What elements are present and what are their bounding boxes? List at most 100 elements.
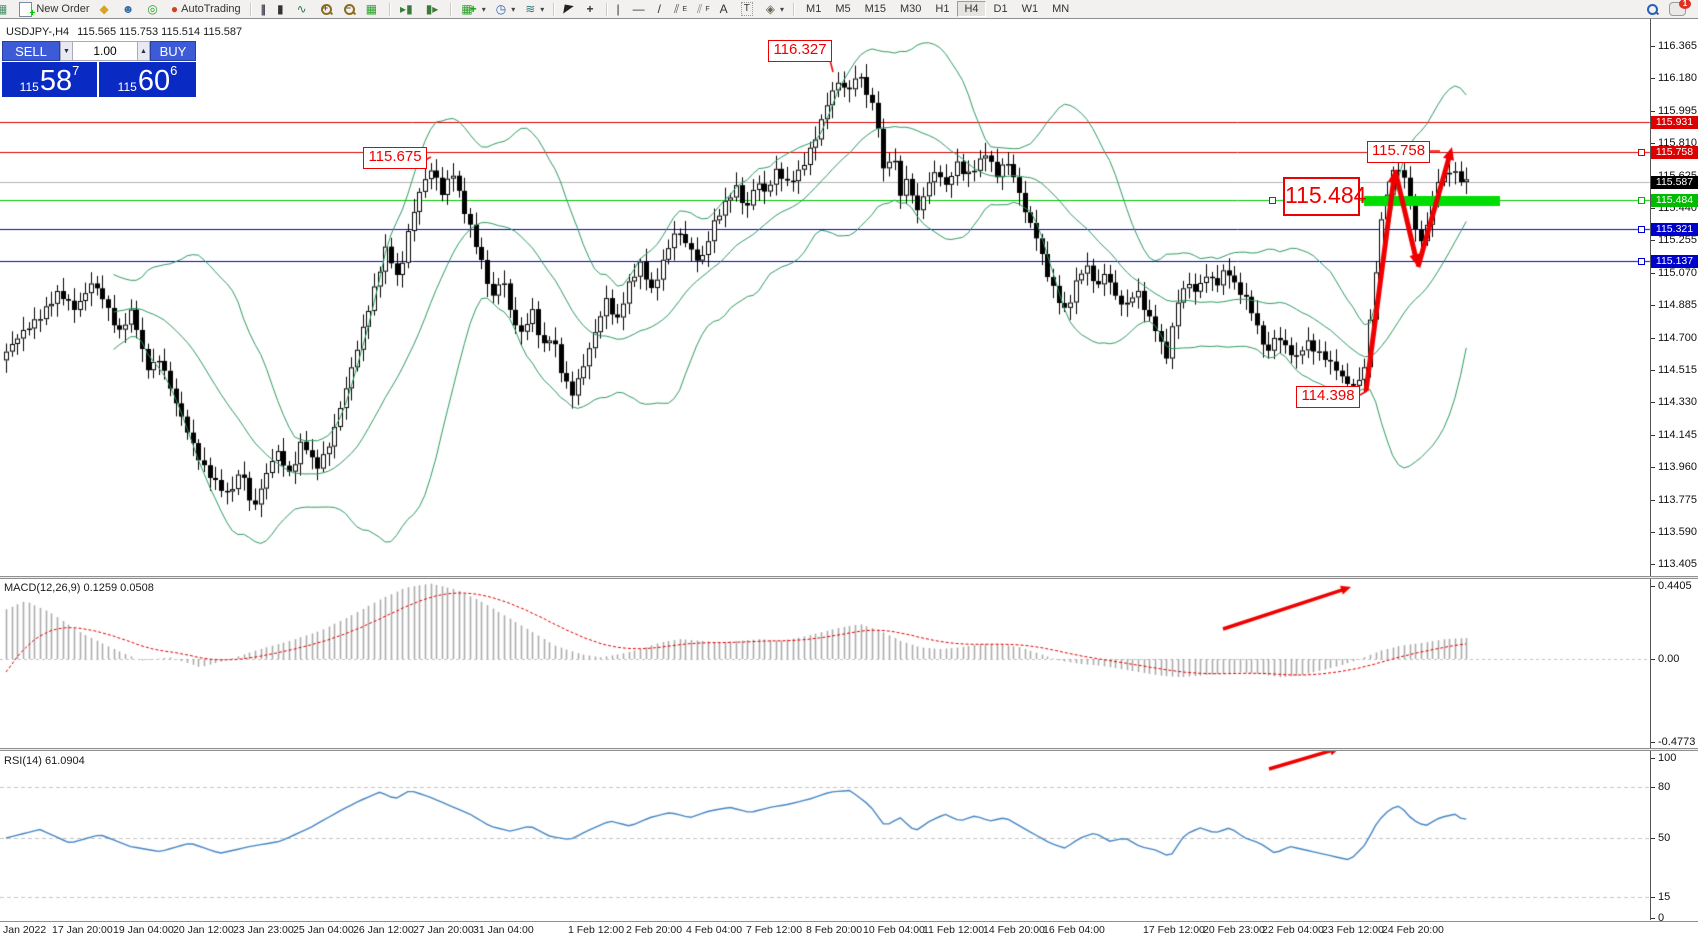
vline-tool[interactable]: |	[616, 2, 620, 16]
autotrading-icon: ●	[170, 2, 179, 16]
text-tool[interactable]: A	[719, 2, 728, 16]
tile-windows-button[interactable]: ▦	[362, 0, 384, 18]
new-chart-dropdown[interactable]: ▦ + ▾	[461, 2, 486, 16]
buy-price-big: 60	[137, 65, 171, 97]
timeframe-w1[interactable]: W1	[1021, 3, 1039, 15]
price-tag-115.758: 115.758	[1651, 145, 1698, 159]
timeframe-h1[interactable]: H1	[935, 3, 950, 15]
timeframe-d1[interactable]: D1	[993, 3, 1008, 15]
line-anchor-square[interactable]	[1638, 258, 1645, 265]
time-label: 20 Feb 23:00	[1203, 924, 1265, 936]
price-tick-115.995: 115.995	[1651, 105, 1697, 117]
chart-canvas[interactable]	[0, 18, 1698, 936]
sell-button[interactable]: SELL	[2, 41, 60, 61]
sell-price-sup: 7	[72, 63, 80, 78]
line-chart-button[interactable]: ∿	[293, 0, 314, 18]
macd-axis--0.4773: -0.4773	[1651, 736, 1695, 748]
rsi-axis-15: 15	[1651, 891, 1670, 903]
cursor-icon: ◤	[563, 1, 575, 17]
auto-scroll-icon: ▸▮	[400, 2, 413, 16]
buy-price-prefix: 115	[117, 80, 137, 94]
rsi-axis-0: 0	[1651, 912, 1664, 924]
macd-pane-splitter[interactable]	[0, 576, 1698, 579]
callout-low[interactable]: 114.398	[1296, 386, 1360, 408]
price-tick-113.405: 113.405	[1651, 558, 1697, 570]
callout-left-high[interactable]: 115.675	[363, 147, 427, 169]
timeframe-m5[interactable]: M5	[835, 3, 851, 15]
price-tick-114.700: 114.700	[1651, 332, 1697, 344]
bar-chart-button[interactable]: |||	[260, 2, 267, 16]
fibonacci-tool[interactable]: ⫽ F	[697, 2, 710, 16]
time-label: 20 Jan 12:00	[173, 924, 234, 936]
line-anchor-square[interactable]	[1269, 197, 1276, 204]
new-order-button[interactable]: + New Order	[15, 0, 93, 18]
toolbar-divider	[249, 2, 252, 16]
equidistant-channel-tool[interactable]: ⫽ E	[674, 2, 688, 16]
market-watch-button[interactable]: ◆	[99, 2, 109, 16]
toolbar-divider	[793, 2, 796, 16]
volume-increase-button[interactable]: ▲	[137, 41, 150, 61]
price-tick-114.885: 114.885	[1651, 299, 1697, 311]
line-anchor-square[interactable]	[1638, 149, 1645, 156]
volume-decrease-button[interactable]: ▼	[60, 41, 73, 61]
timeframe-mn[interactable]: MN	[1052, 3, 1070, 15]
autotrading-button[interactable]: ● AutoTrading	[167, 0, 245, 18]
chart-shift-icon: ▮▸	[425, 2, 439, 16]
time-label: 23 Jan 23:00	[233, 924, 294, 936]
volume-input[interactable]	[73, 41, 137, 61]
line-anchor-square[interactable]	[1638, 197, 1645, 204]
price-tick-113.590: 113.590	[1651, 526, 1697, 538]
time-label: 1 Feb 12:00	[568, 924, 625, 936]
time-axis: Jan 2022 17 Jan 20:00 19 Jan 04:00 20 Jan 1…	[0, 921, 1698, 937]
candlestick-chart-button[interactable]: ▮	[273, 0, 291, 18]
line-anchor-square[interactable]	[1638, 226, 1645, 233]
cursor-tool[interactable]: ◤	[560, 0, 580, 18]
sell-price-display[interactable]: 115 58 7	[2, 62, 97, 97]
time-label: 17 Feb 12:00	[1143, 924, 1205, 936]
time-label: 2 Feb 20:00	[626, 924, 683, 936]
periods-dropdown[interactable]: ◷ ▾	[495, 2, 516, 16]
chart-shift-button[interactable]: ▮▸	[422, 0, 446, 18]
buy-price-display[interactable]: 115 60 6	[99, 62, 196, 97]
new-order-label: New Order	[36, 3, 90, 15]
navigator-button[interactable]: ◎	[143, 0, 164, 18]
macd-axis-0.4405: 0.4405	[1651, 580, 1692, 592]
timeframe-m15[interactable]: M15	[864, 3, 887, 15]
tile-windows-icon: ▦	[365, 2, 378, 16]
crosshair-tool[interactable]: +	[583, 0, 601, 18]
timeframe-h4[interactable]: H4	[957, 1, 986, 17]
price-tick-113.775: 113.775	[1651, 494, 1697, 506]
timeframe-m1[interactable]: M1	[806, 3, 822, 15]
zoom-out-button[interactable]: −	[339, 0, 360, 18]
callout-high[interactable]: 116.327	[768, 40, 832, 62]
time-label: 26 Jan 12:00	[353, 924, 414, 936]
search-button[interactable]	[1642, 0, 1663, 18]
rsi-axis-80: 80	[1651, 781, 1670, 793]
candlestick-icon: ▮	[277, 2, 284, 16]
time-label: 25 Jan 04:00	[293, 924, 354, 936]
data-window-button[interactable]: ☻	[118, 0, 142, 18]
shapes-dropdown[interactable]: ◈ ▾	[765, 2, 785, 16]
zoom-in-button[interactable]: +	[316, 0, 337, 18]
time-label: 31 Jan 04:00	[473, 924, 534, 936]
price-tick-113.960: 113.960	[1651, 461, 1697, 473]
callout-support[interactable]: 115.484	[1283, 177, 1366, 216]
rsi-pane-splitter[interactable]	[0, 748, 1698, 751]
chat-button[interactable]: 1	[1665, 0, 1691, 18]
notification-badge: 1	[1679, 0, 1691, 9]
hline-tool[interactable]: —	[632, 2, 645, 16]
buy-button[interactable]: BUY	[150, 41, 196, 61]
toolbar-divider	[605, 2, 608, 16]
text-label-tool[interactable]: T	[737, 0, 760, 18]
price-tick-115.255: 115.255	[1651, 234, 1697, 246]
auto-scroll-button[interactable]: ▸▮	[396, 0, 420, 18]
time-label: 16 Feb 04:00	[1043, 924, 1105, 936]
timeframe-m30[interactable]: M30	[900, 3, 922, 15]
price-tick-115.070: 115.070	[1651, 267, 1697, 279]
time-label: 23 Feb 12:00	[1322, 924, 1384, 936]
time-label: Jan 2022	[3, 924, 47, 936]
callout-resistance[interactable]: 115.758	[1367, 141, 1430, 163]
trendline-tool[interactable]: /	[657, 2, 661, 16]
zoom-in-icon: +	[320, 3, 333, 16]
indicators-dropdown[interactable]: ≋ ▾	[525, 2, 545, 16]
